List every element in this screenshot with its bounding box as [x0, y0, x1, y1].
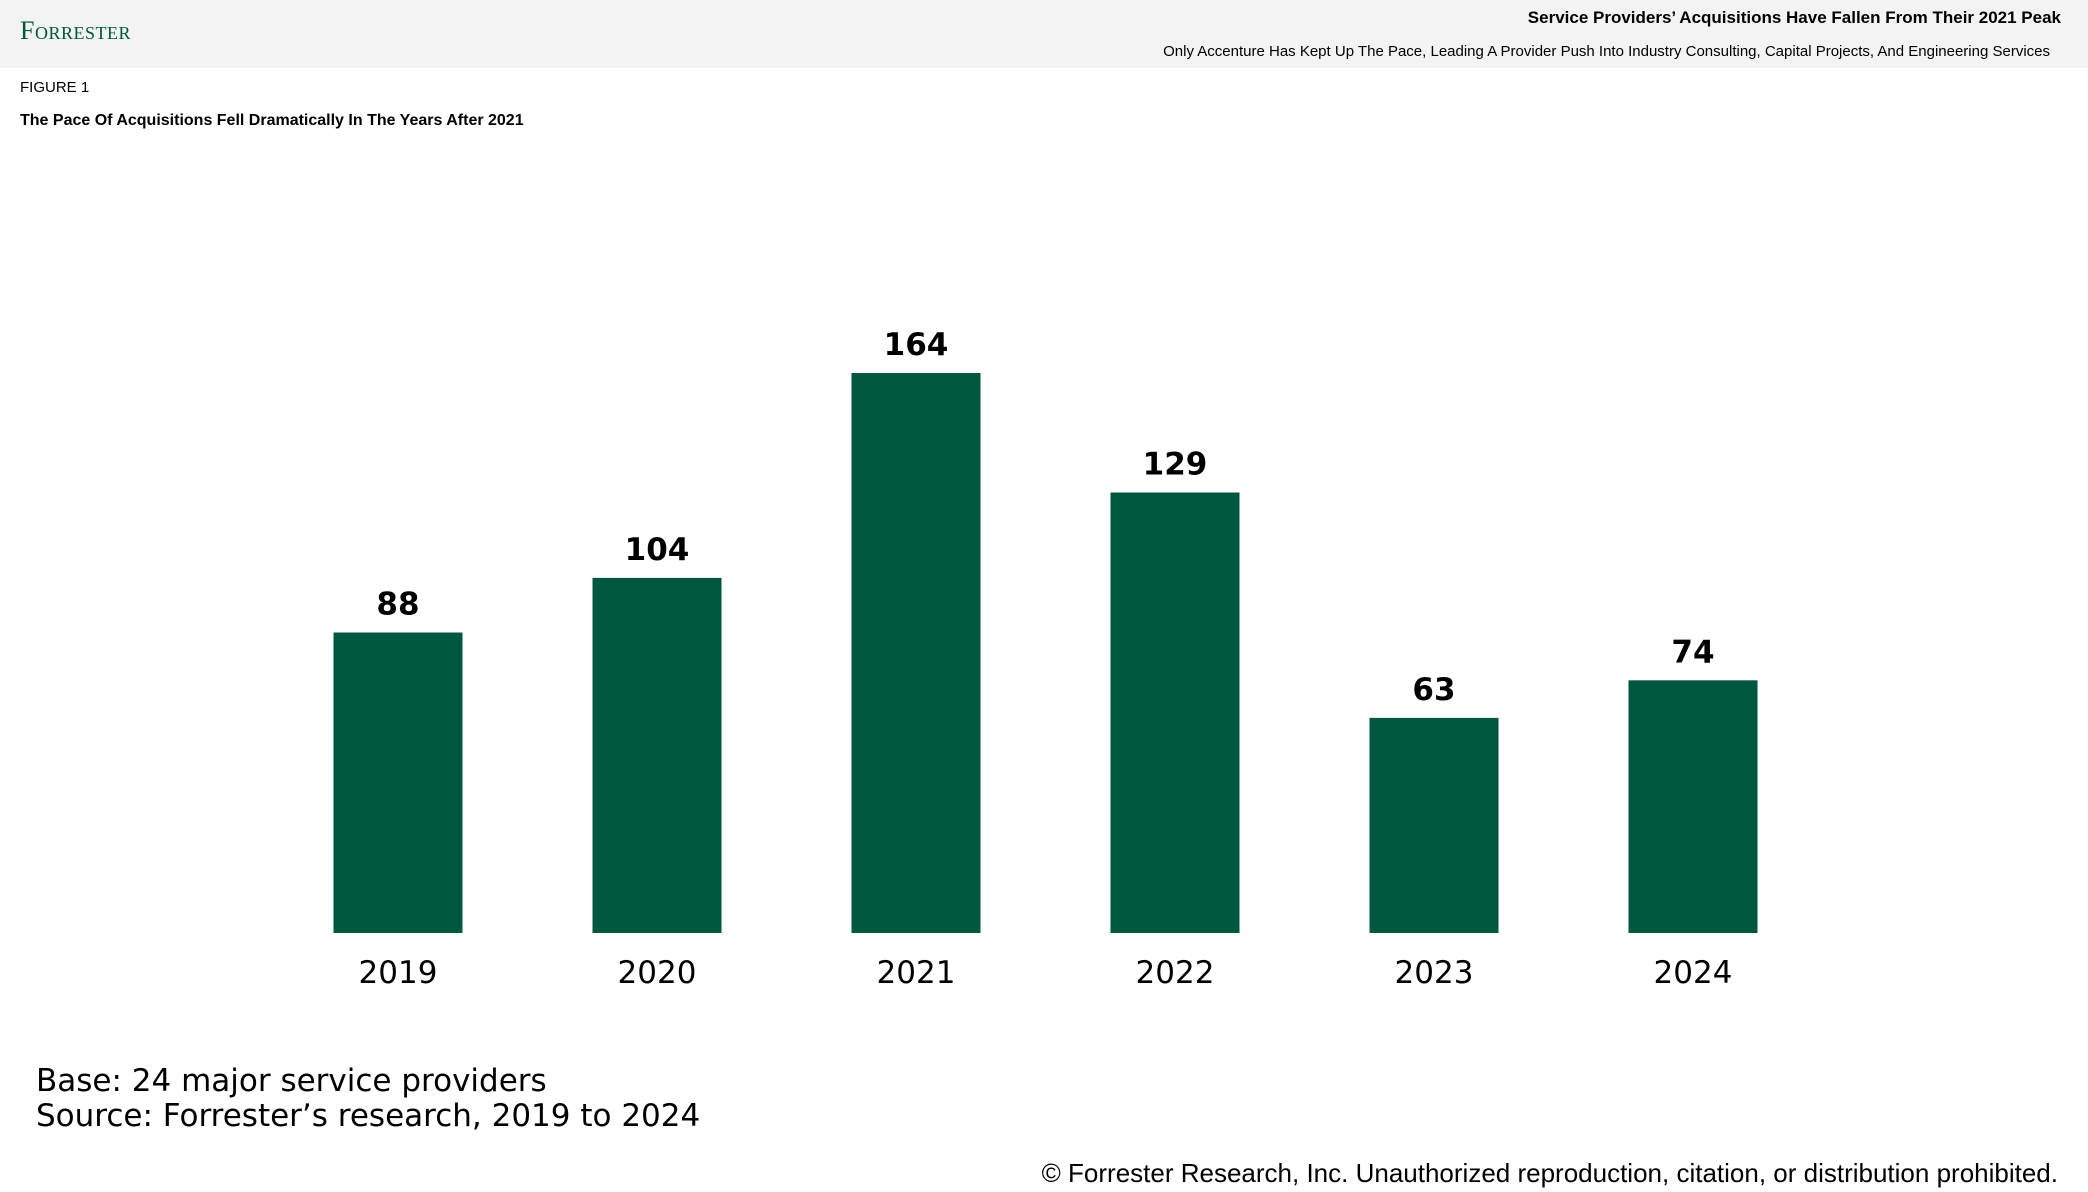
source-note: Source: Forrester’s research, 2019 to 20…	[36, 1098, 701, 1134]
data-label-2020: 104	[625, 532, 690, 568]
data-label-2022: 129	[1143, 447, 1208, 483]
bar-2024	[1628, 680, 1758, 933]
x-tick-label-2021: 2021	[877, 955, 956, 991]
data-label-2021: 164	[884, 327, 949, 363]
bar-2019	[333, 632, 463, 933]
data-label-2019: 88	[376, 587, 419, 623]
x-tick-label-2019: 2019	[359, 955, 438, 991]
bar-2022	[1110, 492, 1240, 933]
x-tick-label-2024: 2024	[1654, 955, 1733, 991]
figure-label: FIGURE 1	[20, 79, 90, 96]
x-tick-label-2023: 2023	[1395, 955, 1474, 991]
bar-2021	[851, 373, 981, 933]
data-label-2024: 74	[1671, 634, 1714, 670]
x-tick-label-2020: 2020	[618, 955, 697, 991]
report-subtitle: Only Accenture Has Kept Up The Pace, Lea…	[1163, 43, 2050, 60]
data-label-2023: 63	[1412, 672, 1455, 708]
forrester-logo: Forrester	[20, 16, 131, 45]
report-title: Service Providers’ Acquisitions Have Fal…	[1527, 8, 2061, 27]
header-band	[0, 0, 2088, 68]
x-tick-label-2022: 2022	[1136, 955, 1215, 991]
copyright-notice: © Forrester Research, Inc. Unauthorized …	[1041, 1158, 2058, 1188]
bar-chart: 88 2019 104 2020 164 2021 129 2022 63 2023 74 2024	[333, 327, 1758, 991]
bar-2020	[592, 577, 722, 933]
bar-2023	[1369, 717, 1499, 933]
base-note: Base: 24 major service providers	[36, 1063, 547, 1099]
figure-title: The Pace Of Acquisitions Fell Dramatical…	[20, 112, 524, 129]
